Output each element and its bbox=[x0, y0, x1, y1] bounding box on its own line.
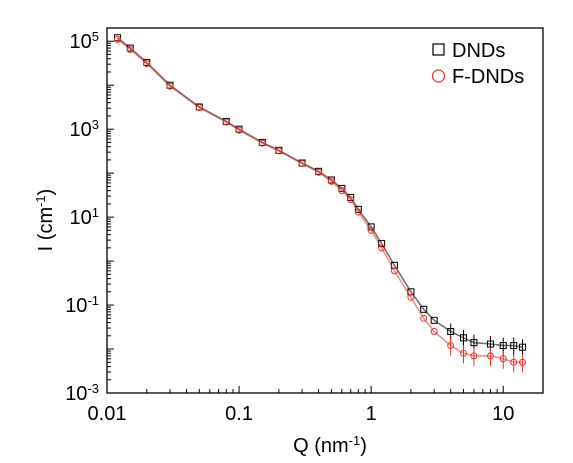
y-axis-title: I (cm-1) bbox=[33, 189, 58, 252]
data-point bbox=[235, 126, 243, 134]
plot-frame bbox=[106, 27, 544, 394]
data-point bbox=[390, 267, 398, 275]
data-point bbox=[510, 342, 518, 350]
data-point bbox=[275, 147, 283, 155]
data-point bbox=[166, 82, 174, 90]
data-point bbox=[499, 342, 507, 350]
y-tick-label: 105 bbox=[70, 29, 99, 54]
data-point bbox=[499, 355, 507, 363]
data-point bbox=[338, 187, 346, 195]
data-point bbox=[298, 160, 306, 168]
legend-label-dnds: DNDs bbox=[452, 40, 505, 62]
data-point bbox=[367, 226, 375, 234]
data-point bbox=[126, 45, 134, 53]
x-axis-title: Q (nm-1) bbox=[293, 433, 367, 458]
data-point bbox=[519, 343, 527, 351]
x-tick-label: 0.01 bbox=[88, 403, 127, 425]
data-point bbox=[143, 60, 151, 68]
plot-area bbox=[106, 27, 544, 394]
data-point bbox=[195, 104, 203, 112]
data-point bbox=[519, 358, 527, 366]
x-tick-label: 10 bbox=[492, 403, 514, 425]
data-point bbox=[407, 293, 415, 301]
y-tick-label: 10-3 bbox=[65, 381, 99, 406]
data-point bbox=[327, 177, 335, 185]
data-point bbox=[447, 328, 455, 336]
data-point bbox=[486, 340, 494, 348]
legend: DNDs F-DNDs bbox=[431, 40, 524, 88]
data-point bbox=[459, 349, 467, 357]
y-tick-label: 101 bbox=[70, 205, 99, 230]
data-point bbox=[347, 196, 355, 204]
data-point bbox=[378, 244, 386, 252]
data-point bbox=[486, 352, 494, 360]
data-point bbox=[420, 305, 428, 313]
data-point bbox=[430, 316, 438, 324]
y-tick-label: 10-1 bbox=[65, 293, 99, 318]
data-point bbox=[113, 35, 121, 43]
data-point bbox=[420, 314, 428, 322]
data-point bbox=[470, 352, 478, 360]
series-f-dnds bbox=[113, 35, 527, 373]
x-tick-label: 0.1 bbox=[225, 403, 253, 425]
y-tick-label: 103 bbox=[70, 117, 99, 142]
data-point bbox=[447, 342, 455, 350]
x-axis: 0.01 0.1 1 10 bbox=[88, 386, 544, 425]
series-line bbox=[117, 38, 523, 364]
data-point bbox=[222, 118, 230, 126]
x-tick-label: 1 bbox=[366, 403, 377, 425]
data-point bbox=[430, 328, 438, 336]
data-point bbox=[354, 208, 362, 216]
y-axis: 10-3 10-1 101 103 105 bbox=[65, 27, 114, 406]
data-point bbox=[459, 334, 467, 342]
legend-marker-dnds bbox=[432, 43, 445, 56]
data-point bbox=[470, 339, 478, 347]
legend-marker-f-dnds bbox=[431, 69, 446, 83]
data-point bbox=[258, 139, 266, 147]
legend-label-f-dnds: F-DNDs bbox=[452, 66, 524, 88]
data-point bbox=[315, 168, 323, 176]
data-point bbox=[510, 358, 518, 366]
series-layer bbox=[113, 34, 527, 373]
